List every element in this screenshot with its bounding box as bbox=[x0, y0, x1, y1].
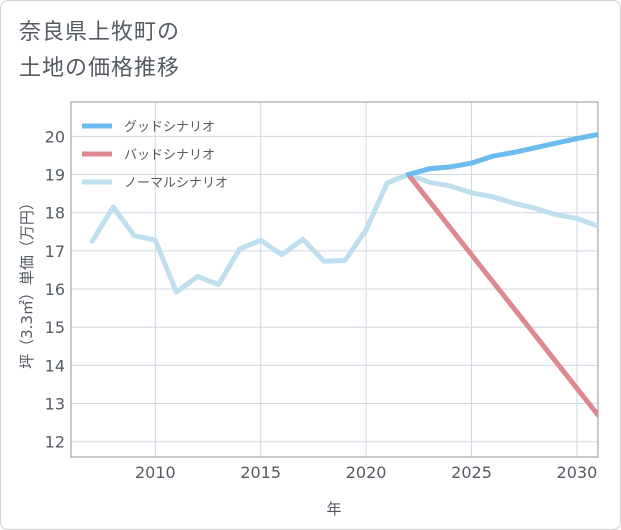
x-tick-label: 2020 bbox=[346, 463, 387, 482]
series-group bbox=[89, 131, 598, 418]
x-tick-label: 2025 bbox=[451, 463, 492, 482]
x-tick-label: 2030 bbox=[557, 463, 598, 482]
x-tick-label: 2015 bbox=[240, 463, 281, 482]
y-tick-label: 18 bbox=[45, 204, 65, 223]
series-line-1 bbox=[405, 172, 598, 418]
legend-label-1: バッドシナリオ bbox=[124, 148, 215, 163]
y-tick-label: 14 bbox=[45, 356, 65, 375]
y-tick-label: 16 bbox=[45, 280, 65, 299]
y-tick-label: 12 bbox=[45, 433, 65, 452]
series-line-2 bbox=[89, 172, 598, 295]
y-axis-label: 坪（3.3㎡）単価（万円） bbox=[18, 195, 36, 369]
y-tick-label: 19 bbox=[45, 166, 65, 185]
y-tick-label: 20 bbox=[45, 127, 65, 146]
x-axis-label: 年 bbox=[326, 500, 341, 518]
chart-title-line-1: 奈良県上牧町の bbox=[19, 20, 181, 45]
y-tick-label: 15 bbox=[45, 318, 65, 337]
legend-label-0: グッドシナリオ bbox=[124, 120, 215, 135]
legend-label-2: ノーマルシナリオ bbox=[124, 176, 228, 191]
chart-title-line-2: 土地の価格推移 bbox=[19, 56, 181, 81]
x-tick-label: 2010 bbox=[135, 463, 176, 482]
series-line-0 bbox=[405, 131, 598, 177]
grid bbox=[71, 102, 598, 457]
chart-title: 奈良県上牧町の 土地の価格推移 bbox=[19, 15, 180, 87]
y-tick-label: 17 bbox=[45, 242, 65, 261]
series-layer bbox=[89, 131, 598, 418]
y-tick-label: 13 bbox=[45, 395, 65, 414]
x-axis-ticks: 2010 2015 2020 2025 2030 bbox=[135, 463, 597, 482]
y-axis-ticks: 12 13 14 15 16 17 18 19 20 bbox=[45, 127, 65, 451]
plot-frame bbox=[70, 101, 599, 458]
